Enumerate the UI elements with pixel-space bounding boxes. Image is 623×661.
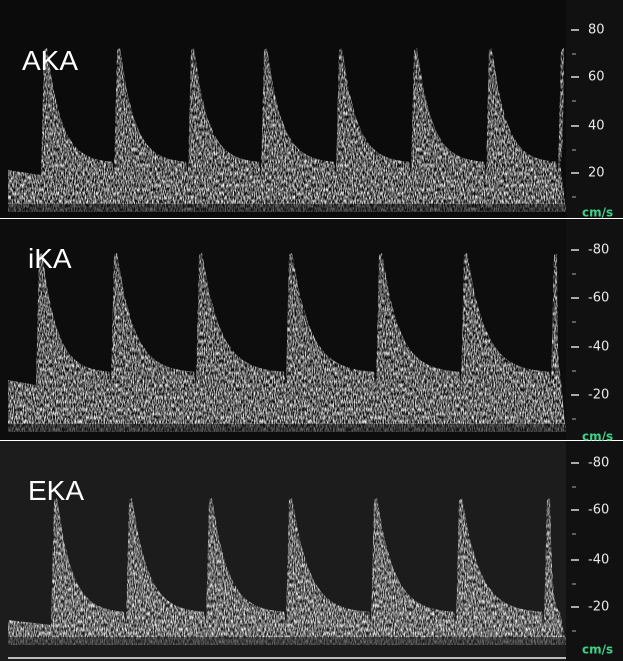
unit-label: cm/s [582,643,613,657]
page: {"panels": [ {"label": "AKA", "ticks": [… [0,0,623,661]
tick-label: -20 [588,600,609,615]
panel-label: EKA [28,475,84,506]
doppler-figure: 80 60 40 20 cm/s AKA -80 -60 -40 -20 cm/s iKA -80 -60… [0,0,623,661]
tick-label: -80 [588,243,609,258]
tick-label: -40 [588,340,609,355]
panel-label: iKA [28,243,72,274]
tick-label: -80 [588,456,609,471]
tick-label: -20 [588,388,609,403]
tick-label: -40 [588,553,609,568]
tick-label: 40 [588,119,605,134]
tick-label: 60 [588,70,605,85]
unit-label: cm/s [582,206,613,220]
tick-label: 20 [588,166,605,181]
panel-label: AKA [22,45,78,76]
baseline-noise [8,204,566,212]
scale-strip [566,441,623,661]
tick-label: 80 [588,23,605,38]
tick-label: -60 [588,291,609,306]
baseline-noise [8,424,566,432]
tick-label: -60 [588,503,609,518]
baseline-noise [8,637,566,645]
